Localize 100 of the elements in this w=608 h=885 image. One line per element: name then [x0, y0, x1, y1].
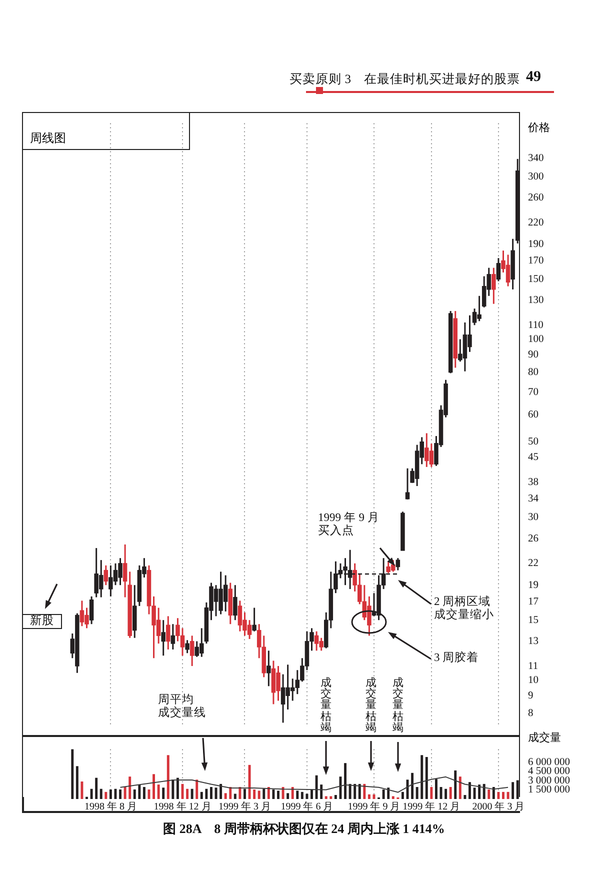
y-tick-label: 30 [528, 512, 538, 524]
bar [473, 788, 476, 799]
bar [286, 793, 290, 799]
y-tick-label: 100 [528, 334, 544, 345]
bar [358, 784, 361, 799]
bar [478, 784, 481, 799]
y-tick-label: 13 [528, 636, 538, 648]
y-axis-title: 成交量 [528, 730, 561, 745]
bar [420, 755, 424, 799]
candlestick [252, 607, 256, 632]
bar [392, 796, 394, 799]
y-tick-label: 220 [528, 217, 544, 228]
bar [324, 796, 328, 799]
candlestick [170, 623, 176, 650]
text: 周线图 [30, 130, 66, 147]
bar [468, 782, 471, 799]
bar [387, 788, 390, 799]
text: 新股 [22, 614, 62, 630]
bar [488, 789, 490, 799]
annotation: 周平均成交量线 [158, 694, 206, 720]
bar [133, 789, 136, 799]
bar [482, 784, 486, 799]
x-tick-label: 1998 年 12 月 [154, 800, 212, 813]
y-tick-label: 6 000 000 [528, 756, 570, 768]
x-tick-label: 1999 年 9 月 [348, 800, 400, 813]
x-tick-label: 1999 年 12 月 [402, 800, 460, 813]
bar [100, 788, 102, 799]
bar [196, 780, 198, 799]
bar [458, 776, 462, 799]
bar [124, 787, 126, 799]
bar [210, 787, 212, 799]
bar [502, 792, 504, 799]
y-tick-label: 340 [528, 152, 544, 164]
bar [80, 781, 84, 799]
annotation: 成交量枯竭 [365, 677, 377, 734]
bar [348, 784, 352, 799]
bar [267, 787, 270, 799]
bar [444, 788, 448, 799]
bar [90, 788, 93, 799]
y-axis-title: 价格 [528, 121, 550, 135]
annotation: 3 周胶着 [434, 652, 479, 666]
y-tick-label: 34 [528, 494, 540, 505]
bar [368, 794, 370, 799]
y-tick-label: 3 000 000 [528, 775, 570, 786]
bar [434, 779, 438, 799]
bar [205, 788, 208, 799]
bar [142, 787, 146, 799]
bar [234, 794, 236, 799]
y-tick-label: 260 [528, 192, 544, 204]
bar [220, 784, 222, 799]
y-tick-label: 190 [528, 238, 544, 250]
bar [512, 782, 514, 799]
bar [229, 787, 232, 799]
bar [162, 788, 165, 799]
candlestick [496, 257, 501, 282]
candlestick [396, 557, 400, 572]
annotation: 2 周柄区域成交量缩小 [434, 596, 494, 622]
y-tick-label: 11 [528, 660, 538, 672]
bar [354, 784, 356, 799]
bar [320, 784, 323, 799]
text: 买卖原则 3 在最佳时机买进最好的股票 [288, 72, 520, 86]
bar [114, 788, 117, 799]
bar [416, 787, 418, 799]
bar [200, 792, 203, 799]
bar [334, 794, 337, 799]
y-tick-label: 19 [528, 580, 538, 591]
bar [300, 792, 304, 799]
bar [138, 784, 141, 799]
y-tick-label: 26 [528, 533, 538, 544]
bar [277, 790, 280, 799]
bar [109, 789, 112, 799]
y-tick-label: 130 [528, 295, 544, 306]
bar [253, 789, 256, 799]
bar [262, 788, 266, 799]
x-tick-label: 1999 年 6 月 [280, 800, 334, 813]
x-tick-label: 1998 年 8 月 [84, 800, 137, 813]
bar [363, 784, 366, 799]
y-tick-label: 150 [528, 274, 544, 285]
y-tick-label: 60 [528, 410, 538, 421]
y-tick-label: 1 500 000 [528, 784, 570, 796]
candlestick [161, 619, 166, 656]
bar [464, 794, 466, 799]
y-tick-label: 17 [528, 596, 538, 608]
bar [306, 794, 308, 799]
bar [176, 778, 179, 799]
y-tick-label: 8 [528, 708, 534, 719]
bar [344, 763, 346, 799]
bar [339, 776, 342, 799]
bar [104, 792, 108, 799]
y-tick-label: 80 [528, 367, 538, 378]
annotation: 成交量枯竭 [320, 677, 332, 734]
bar [238, 787, 242, 799]
y-tick-label: 50 [528, 436, 538, 448]
bar [157, 784, 160, 799]
y-tick-label: 38 [528, 477, 538, 488]
y-tick-label: 9 [528, 690, 534, 702]
bar [492, 787, 495, 799]
text: 49 [526, 69, 541, 86]
bar [382, 789, 385, 799]
bar [128, 776, 132, 799]
